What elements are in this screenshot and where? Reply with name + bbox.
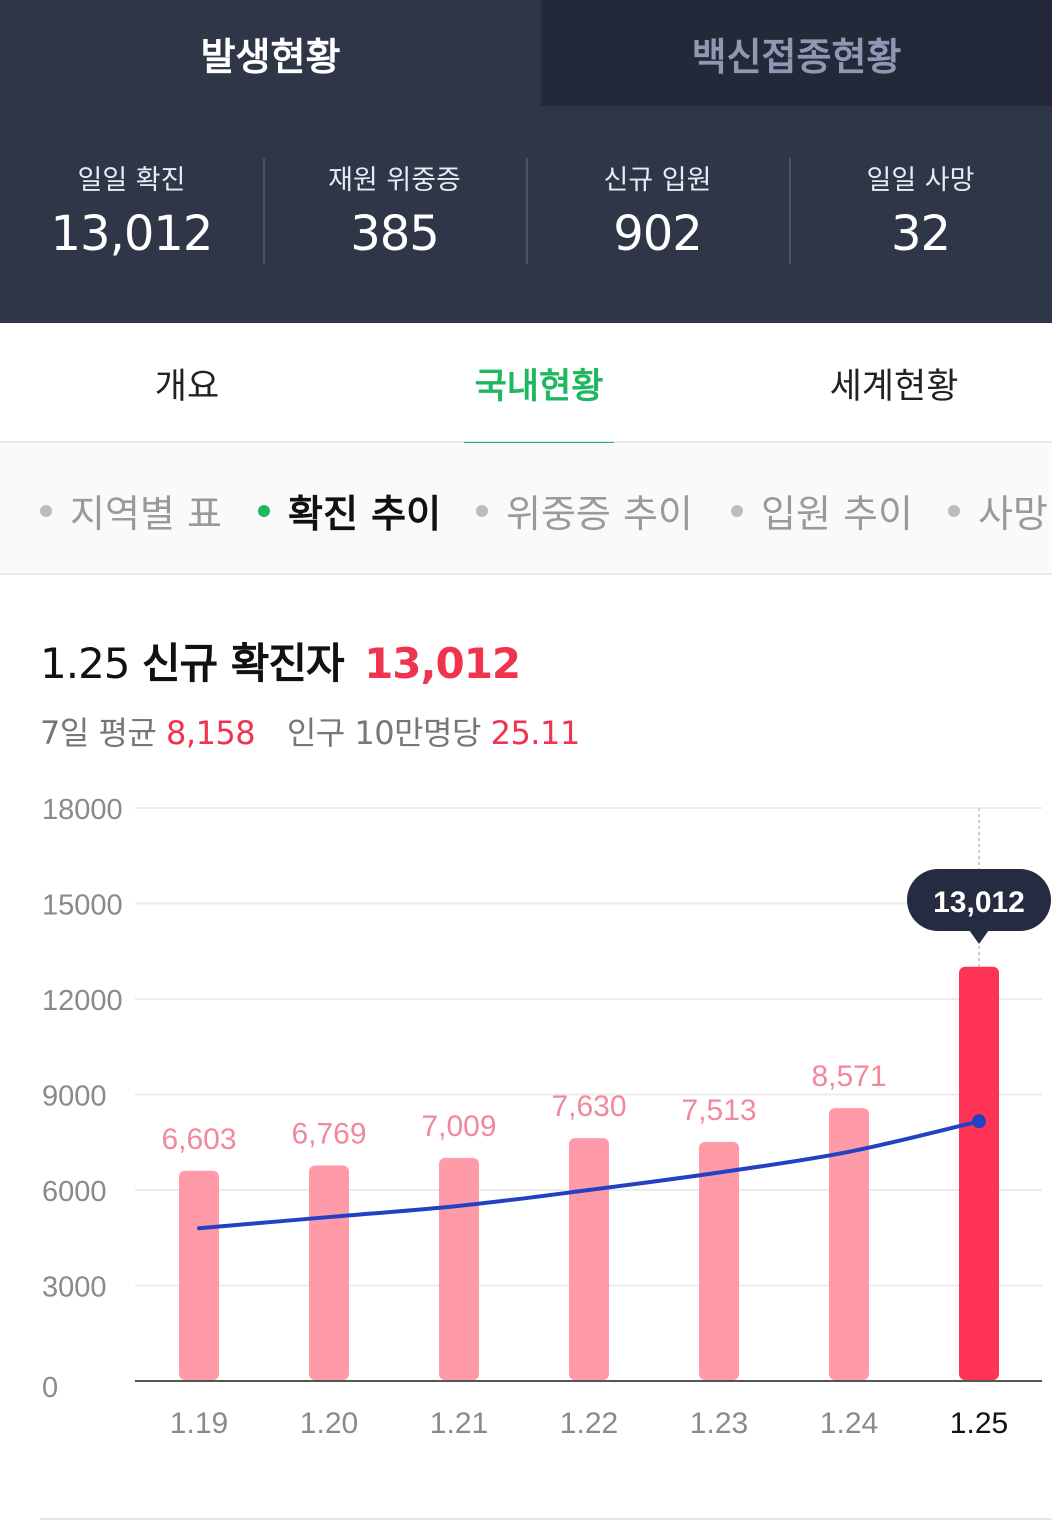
main-tabs: 개요 국내현황 세계현황 xyxy=(0,323,1052,445)
bar-value-label: 6,769 xyxy=(291,1118,366,1151)
bar-value-label: 7,630 xyxy=(551,1090,626,1123)
stat-new-admission: 신규 입원 902 xyxy=(526,106,789,323)
per-label: 인구 10만명당 xyxy=(286,714,482,752)
subtab-label: 입원 추이 xyxy=(761,492,913,536)
stat-label: 신규 입원 xyxy=(603,165,712,196)
y-tick-label: 9000 xyxy=(42,1081,107,1113)
subtab-admission-trend[interactable]: 입원 추이 xyxy=(731,483,913,538)
average-line xyxy=(197,1119,981,1231)
headline-date: 1.25 xyxy=(40,639,131,688)
bullet-icon xyxy=(948,504,960,517)
bullet-icon xyxy=(476,504,488,517)
subtab-label: 위중증 추이 xyxy=(506,492,693,536)
subtab-confirmed-trend[interactable]: 확진 추이 xyxy=(258,483,441,538)
stat-daily-deaths: 일일 사망 32 xyxy=(789,106,1052,323)
stat-value: 385 xyxy=(350,206,440,262)
chart-subline: 7일 평균 8,158 인구 10만명당 25.11 xyxy=(40,708,580,754)
subtab-label: 확진 추이 xyxy=(288,492,442,536)
bar xyxy=(829,1108,869,1380)
y-tick-label: 15000 xyxy=(42,890,123,922)
subtab-critical-trend[interactable]: 위중증 추이 xyxy=(476,483,693,538)
stat-critical: 재원 위중증 385 xyxy=(263,106,526,323)
subtab-deaths[interactable]: 사망 xyxy=(948,483,1048,538)
stat-value: 32 xyxy=(890,206,951,262)
per-value: 25.11 xyxy=(490,714,581,752)
tooltip-bubble xyxy=(907,869,1051,931)
stat-label: 일일 확진 xyxy=(77,165,186,196)
divider xyxy=(40,1518,1052,1520)
subtab-region-table[interactable]: 지역별 표 xyxy=(40,483,222,538)
stats-summary: 일일 확진 13,012 재원 위중증 385 신규 입원 902 일일 사망 … xyxy=(0,106,1052,323)
bar xyxy=(569,1138,609,1380)
x-tick-label: 1.24 xyxy=(820,1407,878,1440)
stat-value: 902 xyxy=(613,206,703,262)
bar xyxy=(309,1165,349,1380)
stat-label: 일일 사망 xyxy=(866,165,975,196)
y-tick-label: 6000 xyxy=(42,1176,107,1208)
tooltip-pointer xyxy=(969,930,989,944)
stat-label: 재원 위중증 xyxy=(328,165,461,196)
bullet-icon xyxy=(731,504,743,517)
tab-vaccination-status[interactable]: 백신접종현황 xyxy=(541,0,1052,106)
bar xyxy=(179,1170,219,1380)
tab-overview[interactable]: 개요 xyxy=(154,366,220,407)
x-tick-label: 1.19 xyxy=(170,1407,228,1440)
tooltip-value: 13,012 xyxy=(933,886,1025,919)
x-tick-label: 1.21 xyxy=(430,1407,488,1440)
chart-svg: 0 3000 6000 9000 12000 15000 18000 6,603 1.19 6,7… xyxy=(42,794,1051,1440)
bar-value-label: 7,009 xyxy=(421,1110,496,1143)
subtab-label: 지역별 표 xyxy=(70,492,222,536)
stat-value: 13,012 xyxy=(50,206,214,262)
y-tick-label: 18000 xyxy=(42,794,123,826)
confirmed-trend-chart: 0 3000 6000 9000 12000 15000 18000 6,603 1.19 6,7… xyxy=(0,770,1052,1470)
bar xyxy=(439,1157,479,1380)
subtab-label: 사망 xyxy=(978,492,1048,536)
tab-domestic[interactable]: 국내현황 xyxy=(464,323,614,445)
bar-highlight xyxy=(959,966,999,1380)
average-point xyxy=(972,1114,986,1129)
y-tick-label: 12000 xyxy=(42,985,123,1017)
bullet-icon xyxy=(40,504,52,517)
top-header: 발생현황 백신접종현황 일일 확진 13,012 재원 위중증 385 신규 입… xyxy=(0,0,1052,323)
headline-value: 13,012 xyxy=(364,639,521,688)
avg-value: 8,158 xyxy=(166,714,256,752)
y-tick-label: 0 xyxy=(42,1372,58,1404)
y-tick-label: 3000 xyxy=(42,1272,107,1304)
sub-tabs: 지역별 표 확진 추이 위중증 추이 입원 추이 사망 xyxy=(0,443,1052,575)
bullet-icon xyxy=(258,504,270,517)
avg-label: 7일 평균 xyxy=(40,714,157,752)
bar-value-label: 7,513 xyxy=(681,1094,756,1127)
bar-value-label: 8,571 xyxy=(811,1060,886,1093)
x-tick-label: 1.25 xyxy=(950,1407,1008,1440)
bar xyxy=(699,1141,739,1380)
stat-daily-confirmed: 일일 확진 13,012 xyxy=(0,106,263,323)
headline-title: 신규 확진자 xyxy=(141,639,345,688)
x-tick-label: 1.20 xyxy=(300,1407,358,1440)
x-tick-label: 1.22 xyxy=(560,1407,618,1440)
bar-value-label: 6,603 xyxy=(161,1123,236,1156)
tab-outbreak-status[interactable]: 발생현황 xyxy=(0,0,541,106)
tab-world[interactable]: 세계현황 xyxy=(829,366,959,407)
x-tick-label: 1.23 xyxy=(690,1407,748,1440)
chart-headline: 1.25 신규 확진자 13,012 xyxy=(40,630,521,691)
